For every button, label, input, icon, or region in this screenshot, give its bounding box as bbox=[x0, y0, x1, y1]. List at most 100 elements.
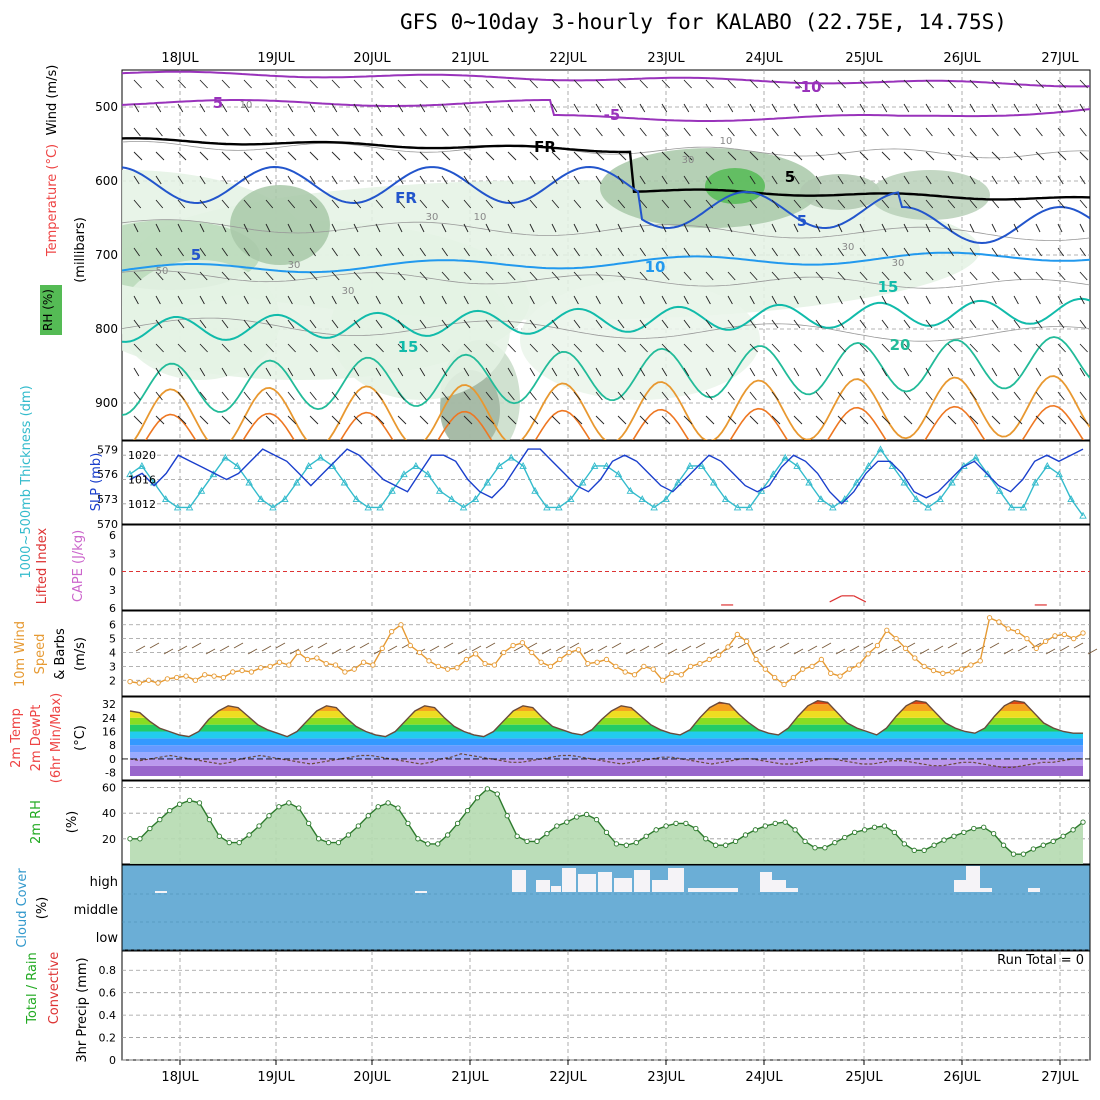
wind-barb bbox=[639, 79, 648, 89]
wind-barb bbox=[595, 79, 604, 89]
contour-label: 5 bbox=[213, 94, 223, 112]
precip-tick-label: 0.4 bbox=[99, 1009, 117, 1022]
wind-barb bbox=[1079, 415, 1089, 425]
rh-2m-point bbox=[256, 823, 262, 829]
wind-barb bbox=[397, 103, 404, 113]
wind-barb bbox=[243, 391, 251, 401]
wind-barb bbox=[265, 295, 271, 305]
thickness-point bbox=[995, 486, 1004, 494]
wind-barb bbox=[683, 295, 689, 305]
wind-barb bbox=[133, 319, 141, 329]
wind-barb bbox=[903, 127, 911, 137]
surface-wind-barb bbox=[863, 642, 874, 649]
wind-barb bbox=[177, 223, 183, 233]
wind-barb bbox=[991, 391, 999, 401]
wind-barb bbox=[551, 367, 558, 377]
wind-barb bbox=[639, 391, 647, 401]
wind-barb bbox=[1057, 127, 1065, 137]
wind-barb bbox=[991, 319, 999, 329]
cloud-axis-label: Cloud Cover bbox=[15, 868, 30, 948]
wind-barb bbox=[1079, 367, 1086, 377]
surface-wind-barb bbox=[443, 642, 454, 649]
wind-barb bbox=[353, 367, 360, 377]
wind-barb bbox=[947, 103, 954, 113]
wind-speed-point bbox=[715, 652, 722, 658]
temp-2m-line bbox=[129, 699, 1083, 738]
wind-speed-point bbox=[370, 662, 376, 668]
thickness-point bbox=[972, 453, 980, 461]
wind-speed-point bbox=[781, 681, 787, 688]
wind-barb bbox=[221, 367, 228, 377]
temp-contour-20 bbox=[122, 336, 1090, 416]
thickness-point bbox=[471, 495, 480, 503]
wind-speed-point bbox=[164, 676, 171, 682]
wind-speed-point bbox=[398, 622, 404, 628]
wind-speed-point bbox=[706, 656, 712, 663]
precip-tick-label: 0.8 bbox=[99, 964, 117, 977]
wind-barb bbox=[727, 367, 734, 377]
surface-wind-barb bbox=[779, 642, 790, 649]
temp-tick-label: -8 bbox=[105, 767, 116, 780]
surface-wind-barb bbox=[163, 648, 174, 655]
rh-area bbox=[130, 788, 1083, 864]
surface-wind-barb bbox=[667, 648, 678, 655]
wind-barb bbox=[441, 295, 447, 305]
wind-barb bbox=[1079, 247, 1086, 257]
wind-speed-point bbox=[968, 662, 974, 668]
wind-barb bbox=[243, 295, 249, 305]
wind-barb bbox=[639, 319, 647, 329]
wind-barb bbox=[859, 175, 866, 185]
high-cloud-block bbox=[634, 870, 650, 892]
wind-barb bbox=[683, 79, 692, 89]
wind-barb bbox=[969, 415, 979, 425]
wind-barb bbox=[441, 223, 447, 233]
wind-barb bbox=[881, 319, 889, 329]
thickness-point bbox=[1031, 478, 1040, 486]
temp-units-label: (°C) bbox=[73, 725, 88, 751]
rh-2m-point bbox=[186, 797, 193, 804]
wind-tick-label: 5 bbox=[109, 633, 116, 646]
wind-barb bbox=[199, 271, 208, 281]
rh-shading bbox=[230, 185, 330, 265]
wind-barb bbox=[683, 175, 690, 185]
wind-barb bbox=[441, 127, 449, 137]
wind-barb bbox=[551, 127, 559, 137]
wind-barb bbox=[969, 247, 976, 257]
wind-barb bbox=[1035, 175, 1042, 185]
chart-title: GFS 0~10day 3-hourly for KALABO (22.75E,… bbox=[400, 10, 1007, 34]
wind-barb bbox=[1013, 175, 1020, 185]
rh-2m-point bbox=[1000, 842, 1007, 848]
wind-barb bbox=[155, 271, 164, 281]
wind-barb bbox=[727, 79, 736, 89]
wind-barb bbox=[837, 199, 846, 209]
surface-wind-barb bbox=[1031, 642, 1042, 649]
wind-barb bbox=[947, 415, 957, 425]
surface-wind-barb bbox=[849, 645, 860, 652]
rh-2m-point bbox=[812, 845, 818, 851]
wind-speed-point bbox=[566, 649, 572, 656]
rh-2m-point bbox=[951, 833, 957, 839]
wind-speed-point bbox=[1080, 630, 1086, 636]
wind-speed-point bbox=[304, 656, 311, 663]
wind-barb bbox=[133, 415, 143, 425]
wind-speed-point bbox=[818, 656, 825, 663]
rh-2m-point bbox=[911, 847, 917, 853]
wind-barb bbox=[925, 319, 933, 329]
rh-2m-point bbox=[762, 823, 768, 829]
rh-2m-point bbox=[385, 800, 391, 806]
wind-barb bbox=[903, 343, 912, 353]
wind-speed-point bbox=[940, 670, 946, 676]
wind-barb bbox=[353, 175, 360, 185]
wind-barb bbox=[1035, 367, 1042, 377]
high-cloud-block bbox=[155, 891, 167, 893]
thickness-point bbox=[650, 503, 658, 511]
wind-barb bbox=[727, 223, 733, 233]
rh-2m-point bbox=[722, 842, 729, 848]
wind-speed-point bbox=[921, 663, 927, 670]
wind-barb bbox=[353, 247, 360, 257]
thickness-point bbox=[709, 478, 718, 486]
wind-barb bbox=[265, 151, 275, 161]
wind-speed-point bbox=[501, 649, 507, 656]
wind-barb bbox=[595, 175, 602, 185]
rh-2m-point bbox=[1080, 819, 1086, 825]
